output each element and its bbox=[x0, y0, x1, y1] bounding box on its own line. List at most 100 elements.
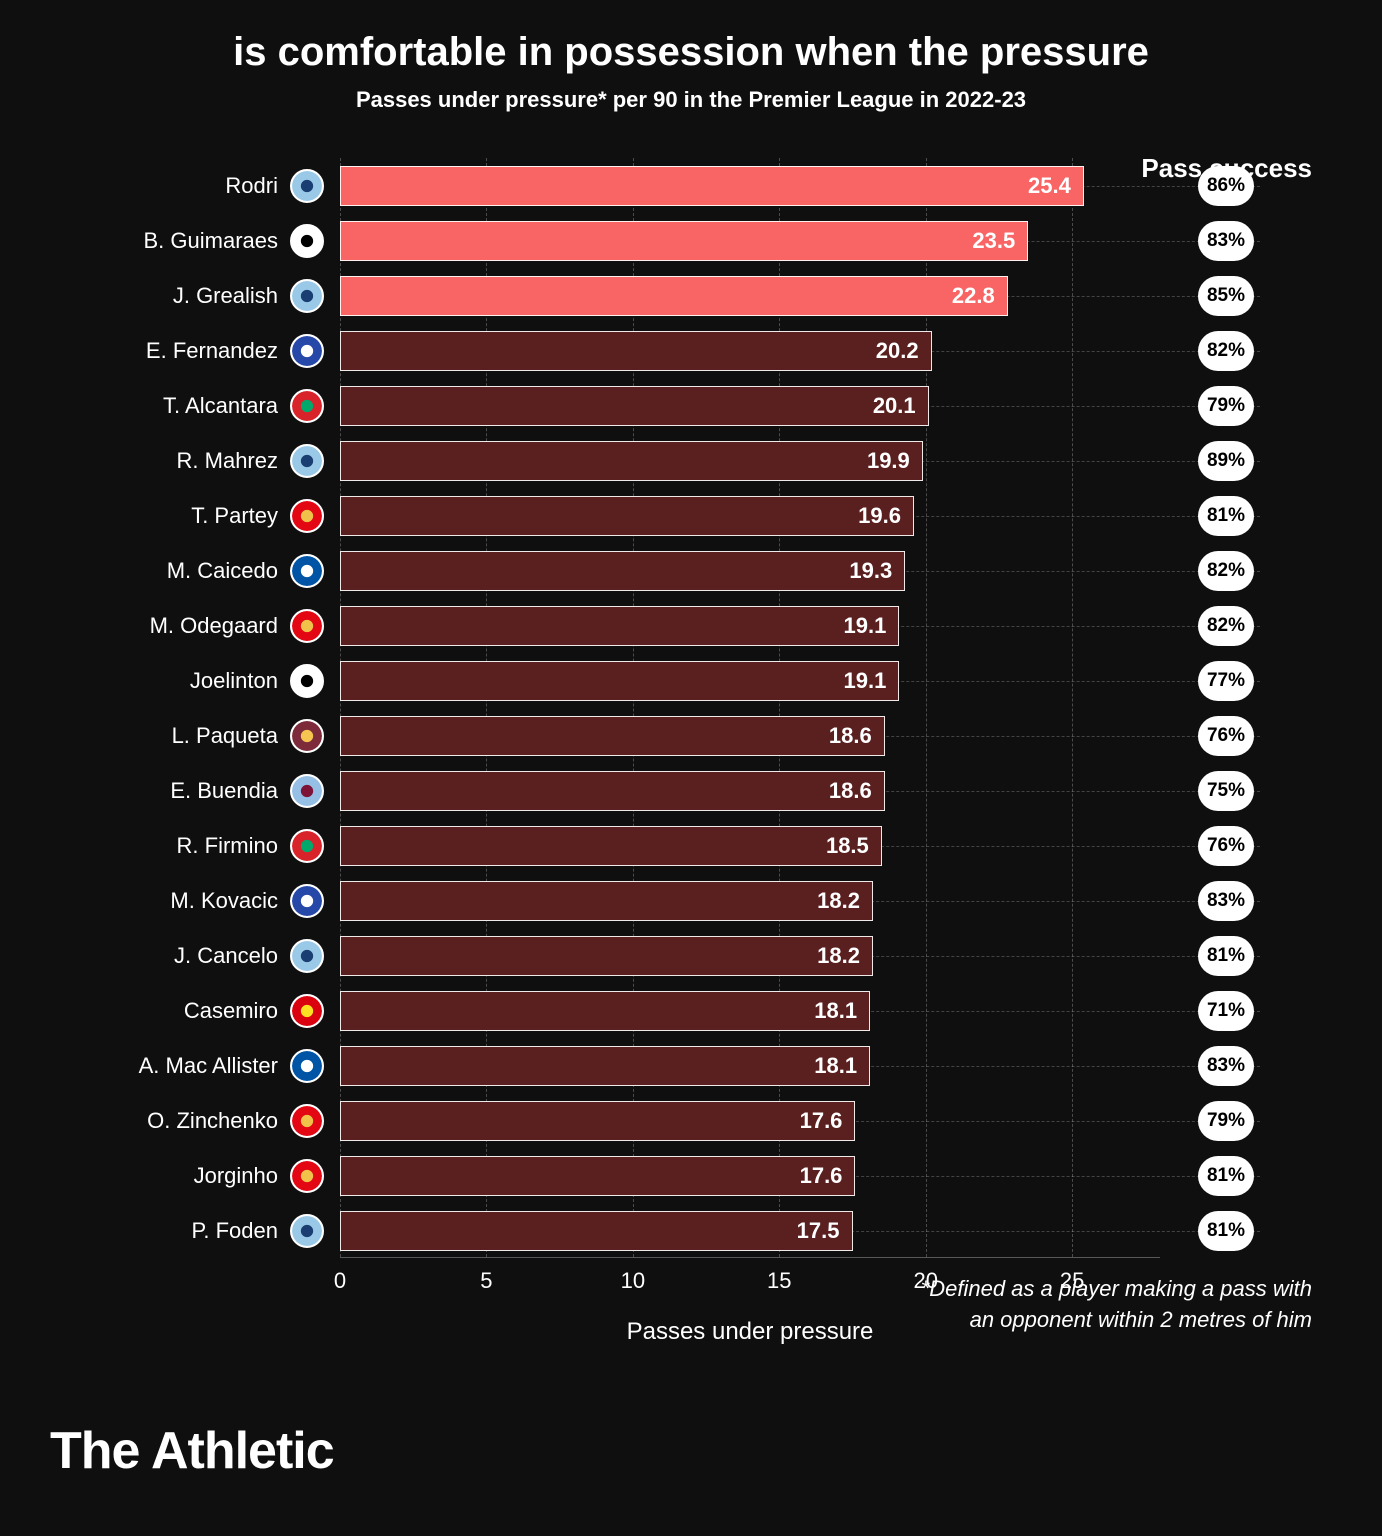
pass-success-pill: 81% bbox=[1198, 496, 1254, 536]
bar-container: 23.5 bbox=[340, 221, 1160, 261]
player-name-label: O. Zinchenko bbox=[50, 1108, 290, 1134]
pass-success-pill: 71% bbox=[1198, 991, 1254, 1031]
player-name-label: Rodri bbox=[50, 173, 290, 199]
bar-container: 18.2 bbox=[340, 936, 1160, 976]
player-name-label: J. Grealish bbox=[50, 283, 290, 309]
player-name-label: R. Firmino bbox=[50, 833, 290, 859]
team-badge-icon bbox=[290, 334, 324, 368]
team-badge-icon bbox=[290, 224, 324, 258]
player-name-label: A. Mac Allister bbox=[50, 1053, 290, 1079]
player-name-label: M. Caicedo bbox=[50, 558, 290, 584]
player-name-label: M. Kovacic bbox=[50, 888, 290, 914]
bar-container: 19.9 bbox=[340, 441, 1160, 481]
bar-container: 17.6 bbox=[340, 1156, 1160, 1196]
bar: 19.9 bbox=[340, 441, 923, 481]
player-row: B. Guimaraes23.583% bbox=[50, 213, 1332, 268]
footnote-line-2: an opponent within 2 metres of him bbox=[970, 1307, 1312, 1332]
team-badge-icon bbox=[290, 939, 324, 973]
player-name-label: J. Cancelo bbox=[50, 943, 290, 969]
pass-success-pill: 79% bbox=[1198, 1101, 1254, 1141]
chart-subtitle: Passes under pressure* per 90 in the Pre… bbox=[50, 87, 1332, 113]
pass-success-pill: 83% bbox=[1198, 881, 1254, 921]
team-badge-icon bbox=[290, 1214, 324, 1248]
bar-container: 19.1 bbox=[340, 661, 1160, 701]
pass-success-pill: 86% bbox=[1198, 166, 1254, 206]
player-name-label: T. Alcantara bbox=[50, 393, 290, 419]
team-badge-icon bbox=[290, 389, 324, 423]
bar: 18.6 bbox=[340, 771, 885, 811]
bar: 18.1 bbox=[340, 991, 870, 1031]
team-badge-icon bbox=[290, 169, 324, 203]
team-badge-icon bbox=[290, 994, 324, 1028]
bar: 19.6 bbox=[340, 496, 914, 536]
player-name-label: P. Foden bbox=[50, 1218, 290, 1244]
player-name-label: R. Mahrez bbox=[50, 448, 290, 474]
x-tick-label: 5 bbox=[480, 1268, 492, 1294]
player-row: J. Cancelo18.281% bbox=[50, 928, 1332, 983]
team-badge-icon bbox=[290, 554, 324, 588]
bar: 22.8 bbox=[340, 276, 1008, 316]
x-tick-label: 15 bbox=[767, 1268, 791, 1294]
team-badge-icon bbox=[290, 719, 324, 753]
bar: 18.6 bbox=[340, 716, 885, 756]
chart-footnote: *Defined as a player making a pass with … bbox=[921, 1274, 1312, 1336]
player-row: M. Odegaard19.182% bbox=[50, 598, 1332, 653]
pass-success-pill: 77% bbox=[1198, 661, 1254, 701]
pass-success-pill: 82% bbox=[1198, 331, 1254, 371]
team-badge-icon bbox=[290, 829, 324, 863]
player-name-label: E. Buendia bbox=[50, 778, 290, 804]
player-name-label: T. Partey bbox=[50, 503, 290, 529]
pass-success-pill: 76% bbox=[1198, 716, 1254, 756]
bar: 18.1 bbox=[340, 1046, 870, 1086]
brand-logo: The Athletic bbox=[50, 1421, 334, 1481]
player-row: M. Kovacic 18.2 83% bbox=[50, 873, 1332, 928]
bar: 18.5 bbox=[340, 826, 882, 866]
bar: 17.6 bbox=[340, 1101, 855, 1141]
pass-success-pill: 81% bbox=[1198, 1156, 1254, 1196]
player-name-label: Jorginho bbox=[50, 1163, 290, 1189]
bar-container: 22.8 bbox=[340, 276, 1160, 316]
player-row: Casemiro 18.1 71% bbox=[50, 983, 1332, 1038]
team-badge-icon bbox=[290, 444, 324, 478]
bar: 17.6 bbox=[340, 1156, 855, 1196]
player-name-label: E. Fernandez bbox=[50, 338, 290, 364]
player-row: E. Fernandez 20.2 82% bbox=[50, 323, 1332, 378]
player-row: Jorginho 17.6 81% bbox=[50, 1148, 1332, 1203]
bar-container: 19.6 bbox=[340, 496, 1160, 536]
pass-success-pill: 81% bbox=[1198, 1211, 1254, 1251]
bar: 20.2 bbox=[340, 331, 932, 371]
player-row: P. Foden 17.5 81% bbox=[50, 1203, 1332, 1258]
player-name-label: L. Paqueta bbox=[50, 723, 290, 749]
bar-container: 17.5 bbox=[340, 1211, 1160, 1251]
bar-container: 20.1 bbox=[340, 386, 1160, 426]
team-badge-icon bbox=[290, 499, 324, 533]
pass-success-pill: 79% bbox=[1198, 386, 1254, 426]
player-row: T. Partey 19.6 81% bbox=[50, 488, 1332, 543]
bar-container: 18.6 bbox=[340, 771, 1160, 811]
player-name-label: B. Guimaraes bbox=[50, 228, 290, 254]
x-tick-label: 0 bbox=[334, 1268, 346, 1294]
player-name-label: Casemiro bbox=[50, 998, 290, 1024]
bar-container: 18.1 bbox=[340, 1046, 1160, 1086]
pass-success-pill: 82% bbox=[1198, 551, 1254, 591]
bar-container: 25.4 bbox=[340, 166, 1160, 206]
bar-container: 17.6 bbox=[340, 1101, 1160, 1141]
player-row: R. Mahrez 19.9 89% bbox=[50, 433, 1332, 488]
team-badge-icon bbox=[290, 664, 324, 698]
player-row: Rodri 25.4 86% bbox=[50, 158, 1332, 213]
pass-success-pill: 76% bbox=[1198, 826, 1254, 866]
team-badge-icon bbox=[290, 279, 324, 313]
bar: 19.1 bbox=[340, 661, 899, 701]
team-badge-icon bbox=[290, 1049, 324, 1083]
bar: 18.2 bbox=[340, 881, 873, 921]
bar-container: 18.6 bbox=[340, 716, 1160, 756]
player-row: Joelinton 19.1 77% bbox=[50, 653, 1332, 708]
player-row: E. Buendia 18.6 75% bbox=[50, 763, 1332, 818]
team-badge-icon bbox=[290, 884, 324, 918]
pass-success-pill: 75% bbox=[1198, 771, 1254, 811]
footnote-line-1: *Defined as a player making a pass with bbox=[921, 1276, 1312, 1301]
pass-success-pill: 89% bbox=[1198, 441, 1254, 481]
player-row: J. Grealish22.885% bbox=[50, 268, 1332, 323]
player-name-label: Joelinton bbox=[50, 668, 290, 694]
bar-container: 20.2 bbox=[340, 331, 1160, 371]
